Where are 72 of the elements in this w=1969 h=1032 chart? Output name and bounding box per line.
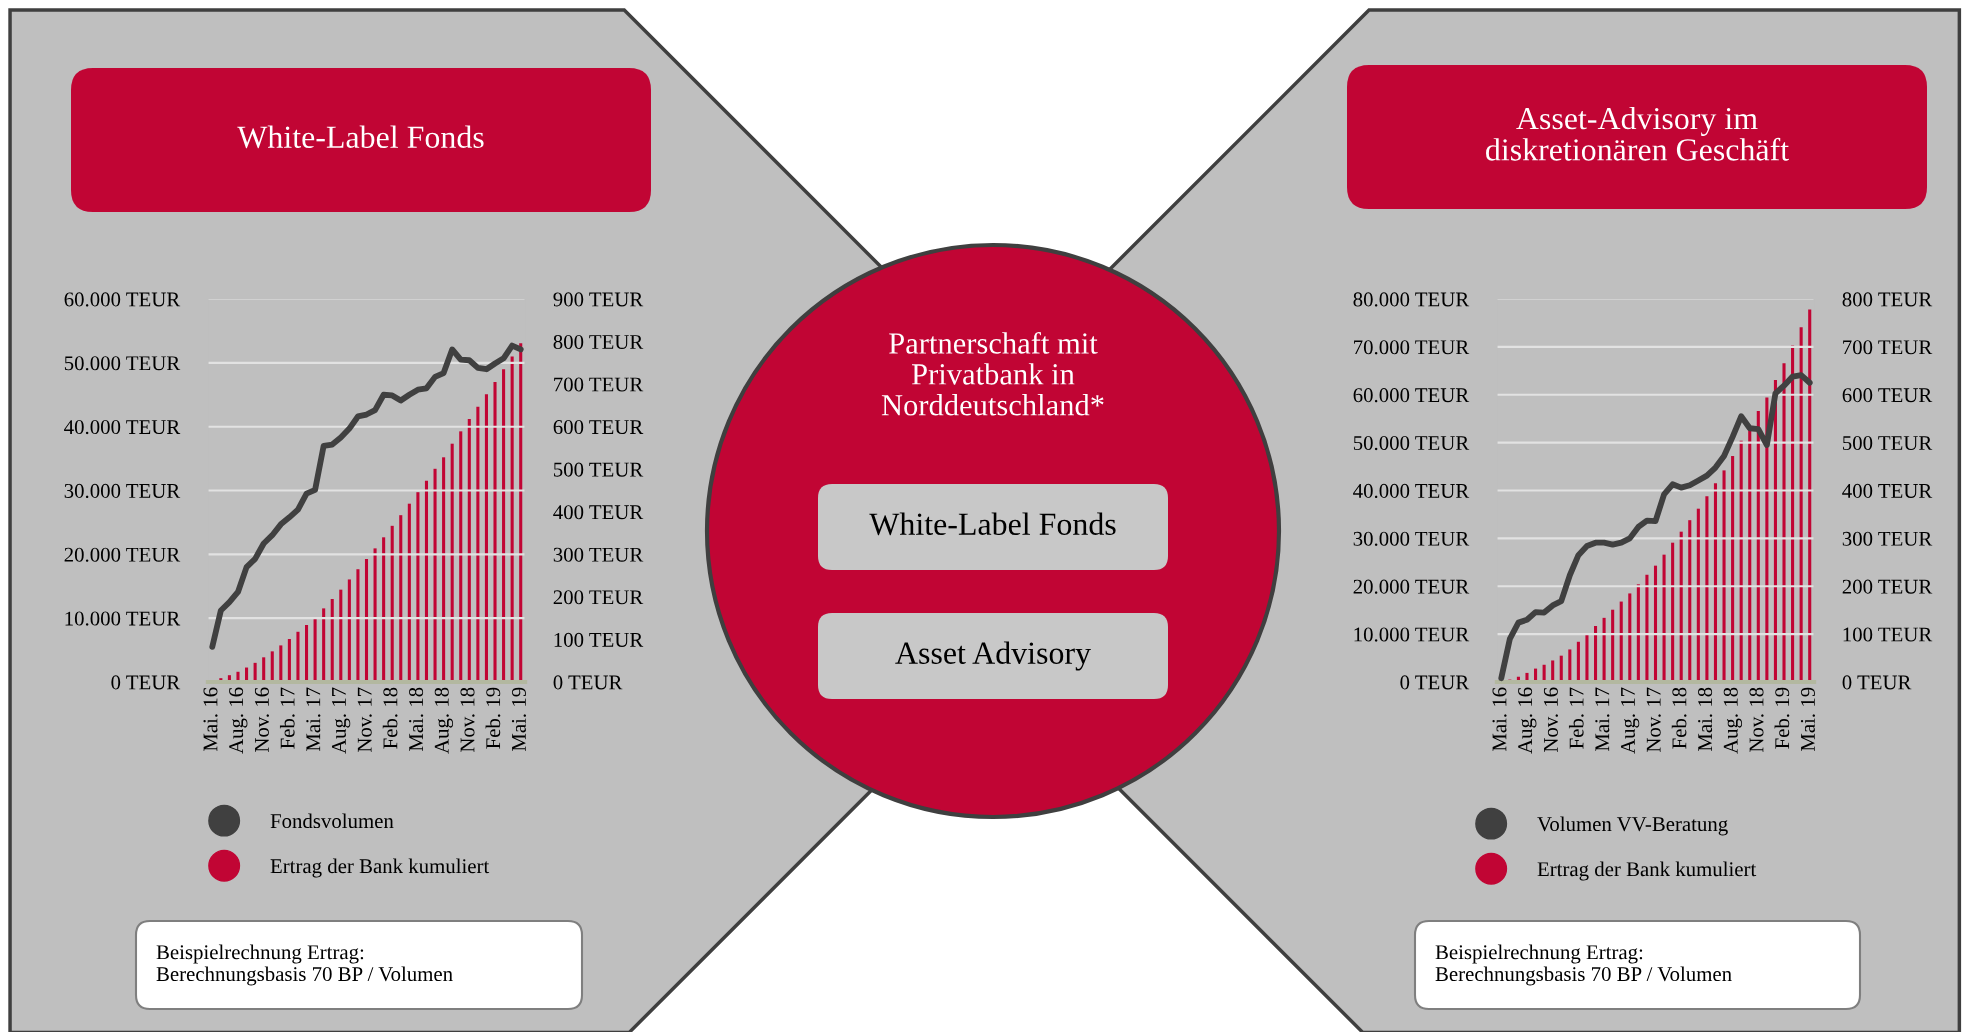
y2-tick-label: 200 TEUR	[553, 590, 644, 605]
x-tick-label: Nov. 18	[1749, 687, 1764, 753]
y2-tick-label: 800 TEUR	[1842, 292, 1933, 307]
x-tick-label: Aug. 16	[229, 687, 248, 754]
text: Partnerschaft mit Privatbank in Norddeutschland*	[881, 331, 1104, 416]
x-tick-label: Feb. 18	[1671, 687, 1687, 749]
text: Beispielrechnung Ertrag: Berechnungsbasis 70 BP / Volumen	[156, 944, 453, 986]
y2-tick-label: 100 TEUR	[1843, 627, 1933, 642]
x-tick-label: Aug. 18	[1723, 687, 1743, 754]
text: Asset Advisory	[895, 641, 1091, 671]
y2-tick-label: 300 TEUR	[553, 547, 644, 562]
legend-label: Volumen VV-Beratung	[1537, 816, 1728, 836]
x-tick-label: Feb. 17	[279, 687, 295, 749]
text: White-Label Fonds	[869, 512, 1116, 536]
y2-tick-label: 700 TEUR	[1843, 340, 1933, 355]
y2-tick-label: 600 TEUR	[553, 420, 644, 435]
x-tick-label: Mai. 19	[511, 687, 527, 752]
y-tick-label: 80.000 TEUR	[1353, 292, 1470, 307]
y2-tick-label: 800 TEUR	[553, 334, 644, 349]
x-tick-label: Nov. 17	[357, 687, 372, 753]
y2-tick-label: 400 TEUR	[1842, 483, 1933, 498]
x-tick-label: Aug. 17	[332, 687, 351, 754]
y2-tick-label: 0 TEUR	[553, 675, 623, 690]
y2-tick-label: 400 TEUR	[553, 505, 644, 520]
y2-tick-label: 100 TEUR	[554, 632, 644, 647]
x-tick-label: Feb. 17	[1568, 687, 1584, 749]
legend-label: Fondsvolumen	[270, 813, 394, 829]
x-tick-label: Aug. 17	[1621, 687, 1640, 754]
y-tick-label: 30.000 TEUR	[1353, 531, 1470, 546]
y2-tick-label: 900 TEUR	[553, 292, 644, 307]
x-tick-label: Aug. 18	[434, 687, 454, 754]
y2-tick-label: 0 TEUR	[1842, 675, 1912, 690]
y2-tick-label: 500 TEUR	[553, 462, 644, 477]
x-tick-label: Mai. 18	[409, 687, 424, 752]
y2-tick-label: 600 TEUR	[1842, 388, 1933, 403]
y-tick-label: 70.000 TEUR	[1354, 340, 1470, 355]
y-tick-label: 60.000 TEUR	[1353, 388, 1470, 403]
y2-tick-label: 700 TEUR	[554, 377, 644, 392]
x-tick-label: Mai. 16	[1492, 687, 1507, 752]
x-tick-label: Mai. 17	[306, 687, 321, 752]
y-tick-label: 30.000 TEUR	[64, 483, 181, 499]
y-tick-label: 20.000 TEUR	[64, 547, 181, 562]
y2-tick-label: 500 TEUR	[1842, 436, 1933, 451]
y-tick-label: 40.000 TEUR	[1353, 483, 1470, 499]
x-tick-label: Mai. 19	[1800, 687, 1816, 752]
x-tick-label: Aug. 16	[1518, 687, 1537, 754]
x-tick-label: Feb. 19	[1774, 687, 1790, 749]
x-tick-label: Feb. 18	[382, 687, 398, 749]
chart-title: White-Label Fonds	[237, 125, 484, 149]
y-tick-label: 10.000 TEUR	[1354, 627, 1470, 642]
legend-label: Ertrag der Bank kumuliert	[1537, 861, 1757, 881]
y-tick-label: 0 TEUR	[1400, 675, 1470, 690]
y-tick-label: 50.000 TEUR	[1353, 436, 1470, 451]
x-tick-label: Feb. 19	[485, 687, 501, 749]
y2-tick-label: 300 TEUR	[1842, 531, 1933, 546]
y2-tick-label: 200 TEUR	[1842, 579, 1933, 594]
x-tick-label: Nov. 16	[254, 687, 269, 753]
x-tick-label: Nov. 16	[1543, 687, 1558, 753]
y-tick-label: 10.000 TEUR	[65, 611, 181, 626]
y-tick-label: 40.000 TEUR	[64, 420, 181, 435]
x-tick-label: Mai. 16	[203, 687, 218, 752]
x-tick-label: Nov. 17	[1646, 687, 1661, 753]
y-tick-label: 60.000 TEUR	[64, 292, 181, 307]
y-tick-label: 0 TEUR	[111, 675, 181, 690]
y-tick-label: 50.000 TEUR	[64, 356, 181, 371]
x-tick-label: Mai. 17	[1595, 687, 1610, 752]
y-tick-label: 20.000 TEUR	[1353, 579, 1470, 594]
x-tick-label: Mai. 18	[1698, 687, 1713, 752]
legend-label: Ertrag der Bank kumuliert	[270, 858, 490, 878]
chart-title: Asset-Advisory im diskretionären Geschäft	[1486, 106, 1789, 161]
text: Beispielrechnung Ertrag: Berechnungsbasis 70 BP / Volumen	[1435, 944, 1732, 986]
x-tick-label: Nov. 18	[460, 687, 475, 753]
